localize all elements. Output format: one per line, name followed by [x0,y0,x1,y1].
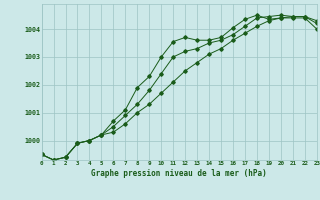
X-axis label: Graphe pression niveau de la mer (hPa): Graphe pression niveau de la mer (hPa) [91,169,267,178]
